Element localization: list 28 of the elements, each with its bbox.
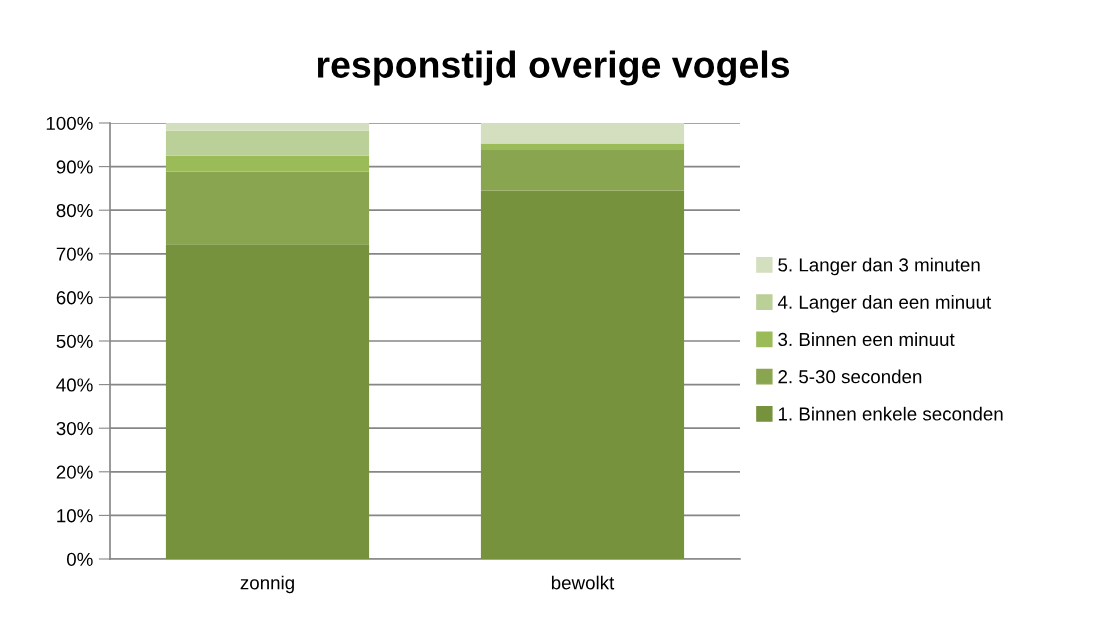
x-tick-label: bewolkt [551, 575, 615, 590]
y-tick-label: 90% [56, 160, 93, 174]
y-tick-label: 20% [56, 465, 93, 479]
bar [165, 130, 370, 156]
bar [165, 244, 370, 559]
legend-label: 4. Langer dan een minuut [777, 295, 992, 313]
y-tick-label: 30% [56, 421, 93, 436]
x-tick-label: zonnig [240, 575, 294, 594]
y-tick-label: 10% [57, 509, 93, 523]
y-tick-label: 70% [56, 247, 93, 261]
legend-label: 2. 5-30 seconden [778, 369, 922, 384]
y-tick-label: 50% [56, 334, 93, 348]
y-tick-label: 80% [56, 203, 93, 218]
chart-title: responstijd overige vogels [317, 50, 790, 86]
y-tick-label: 60% [56, 291, 93, 305]
legend-label: 1. Binnen enkele seconden [778, 406, 1003, 421]
bar [165, 171, 370, 245]
bar [480, 190, 685, 559]
bar [480, 123, 685, 144]
bar [480, 143, 685, 151]
y-tick-label: 40% [56, 378, 93, 392]
y-tick-label: 0% [66, 552, 93, 566]
bar [480, 150, 685, 191]
legend-label: 3. Binnen een minuut [778, 332, 955, 347]
y-tick-label: 100% [46, 116, 93, 130]
bar [165, 123, 370, 131]
bar [165, 155, 370, 172]
legend-label: 5. Langer dan 3 minuten [778, 257, 980, 276]
